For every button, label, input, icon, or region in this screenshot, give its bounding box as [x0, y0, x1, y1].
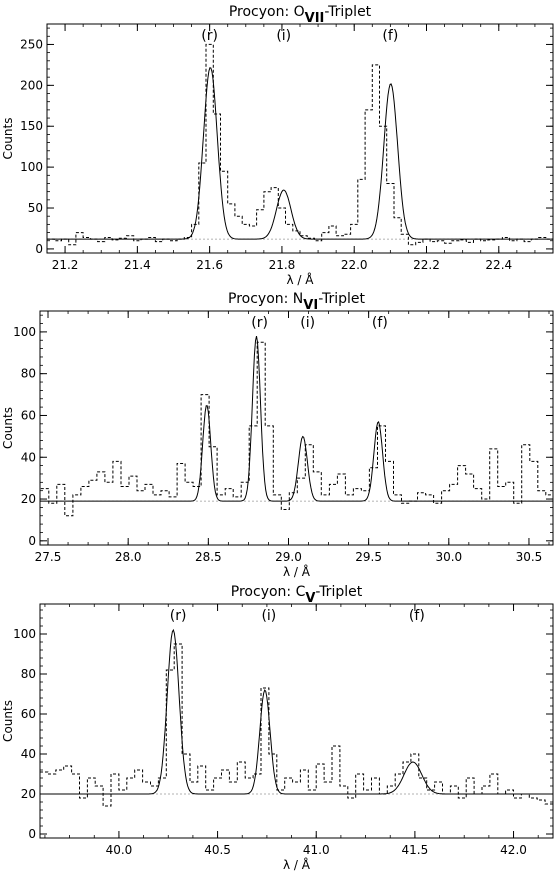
x-tick-label: 22.4 [485, 258, 512, 272]
title-suffix: -Triplet [315, 584, 362, 600]
y-tick-label: 40 [21, 450, 36, 464]
panel-title: Procyon: CV-Triplet [231, 584, 363, 606]
title-suffix: -Triplet [324, 4, 371, 20]
line-annotation: (f) [409, 608, 425, 624]
y-tick-label: 40 [21, 747, 36, 761]
x-tick-label: 29.0 [275, 550, 302, 564]
plot-frame [39, 310, 554, 546]
x-tick-label: 29.5 [355, 550, 382, 564]
y-tick-label: 200 [20, 78, 43, 92]
y-tick-label: 0 [28, 534, 36, 548]
model-curve [47, 67, 553, 240]
title-main: Procyon: O [229, 4, 305, 20]
line-annotation: (i) [276, 28, 291, 44]
x-tick-label: 21.2 [52, 258, 79, 272]
y-tick-label: 100 [13, 627, 36, 641]
panel-3: Procyon: CV-Triplet 40.0 40.5 41.0 41.5 42.0 0… [1, 584, 554, 871]
x-tick-label: 21.6 [196, 258, 223, 272]
x-tick-label: 30.5 [516, 550, 543, 564]
y-tick-label: 50 [28, 201, 43, 215]
line-annotation: (r) [251, 315, 268, 331]
y-axis-label: Counts [1, 118, 15, 160]
y-tick-label: 100 [20, 160, 43, 174]
y-tick-label: 0 [35, 242, 43, 256]
panel-title: Procyon: NVI-Triplet [228, 291, 365, 313]
x-tick-label: 22.2 [413, 258, 440, 272]
x-tick-label: 42.0 [500, 843, 527, 857]
y-tick-label: 0 [28, 827, 36, 841]
line-annotation: (f) [382, 28, 398, 44]
line-annotation: (r) [201, 28, 218, 44]
y-tick-label: 60 [21, 707, 36, 721]
model-curve [40, 335, 553, 502]
plot-frame [46, 23, 554, 254]
y-tick-label: 20 [21, 787, 36, 801]
x-tick-label: 30.0 [435, 550, 462, 564]
y-axis-label: Counts [1, 407, 15, 449]
plot-frame [39, 603, 554, 839]
title-subscript: VI [303, 298, 318, 313]
x-tick-label: 21.8 [269, 258, 296, 272]
histogram-series [47, 43, 553, 246]
x-tick-label: 40.5 [204, 843, 231, 857]
x-tick-label: 27.5 [35, 550, 62, 564]
title-subscript: VII [305, 11, 325, 26]
y-tick-label: 20 [21, 492, 36, 506]
model-curve [40, 628, 553, 795]
y-tick-label: 80 [21, 667, 36, 681]
y-tick-label: 100 [13, 325, 36, 339]
x-tick-label: 22.0 [341, 258, 368, 272]
x-tick-label: 41.0 [303, 843, 330, 857]
y-axis-label: Counts [1, 700, 15, 742]
histogram-series [40, 341, 553, 517]
x-tick-label: 41.5 [402, 843, 429, 857]
title-subscript: V [305, 591, 315, 606]
title-main: Procyon: N [228, 291, 303, 307]
y-tick-label: 60 [21, 408, 36, 422]
line-annotation: (r) [170, 608, 187, 624]
panel-1: Procyon: OVII-Triplet 21.2 21.4 21.6 21.8 22.… [1, 4, 554, 287]
panel-2: Procyon: NVI-Triplet 27.5 28.0 28.5 29.0 29.5… [1, 291, 554, 579]
y-tick-label: 250 [20, 37, 43, 51]
title-main: Procyon: C [231, 584, 306, 600]
histogram-series [40, 643, 553, 807]
x-tick-label: 21.4 [124, 258, 151, 272]
y-tick-label: 80 [21, 367, 36, 381]
x-tick-label: 28.5 [195, 550, 222, 564]
x-tick-label: 40.0 [106, 843, 133, 857]
x-axis-label: λ / Å [287, 272, 315, 287]
line-annotation: (f) [372, 315, 388, 331]
x-axis-label: λ / Å [283, 857, 311, 871]
title-suffix: -Triplet [318, 291, 365, 307]
y-tick-label: 150 [20, 119, 43, 133]
x-tick-label: 28.0 [115, 550, 142, 564]
x-axis-label: λ / Å [283, 564, 311, 579]
line-annotation: (i) [300, 315, 315, 331]
line-annotation: (i) [261, 608, 276, 624]
panel-title: Procyon: OVII-Triplet [229, 4, 372, 26]
